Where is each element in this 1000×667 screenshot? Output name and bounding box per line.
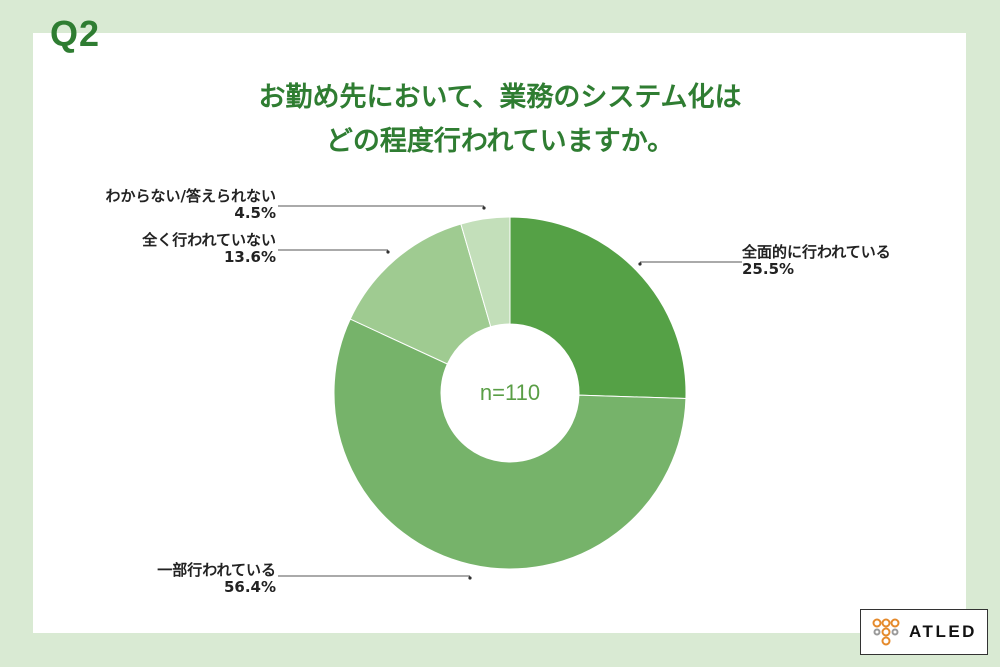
leader-full-dot (638, 262, 642, 266)
label-full-name: 全面的に行われている (742, 243, 891, 261)
leader-none-dot (386, 250, 390, 254)
label-none-value: 13.6% (223, 248, 276, 266)
label-unknown-value: 4.5% (234, 204, 276, 222)
atled-logo: ATLED (860, 609, 988, 655)
label-full: 全面的に行われている 25.5% (742, 244, 891, 278)
label-partial: 一部行われている 56.4% (100, 562, 276, 596)
question-number: Q2 (50, 13, 101, 54)
slice-full (509, 216, 687, 400)
label-none: 全く行われていない 13.6% (60, 232, 276, 266)
label-none-name: 全く行われていない (142, 231, 276, 249)
leader-unknown-dot (482, 206, 486, 210)
atled-logo-icon (872, 618, 900, 646)
sample-size: n=110 (479, 380, 541, 405)
leader-partial-dot (468, 576, 472, 580)
slice-partial (333, 318, 687, 570)
atled-logo-text: ATLED (909, 622, 977, 641)
label-full-value: 25.5% (742, 260, 795, 278)
slice-none (349, 223, 492, 365)
chart-title: お勤め先において、業務のシステム化は どの程度行われていますか。 (0, 76, 1000, 164)
label-partial-value: 56.4% (223, 578, 276, 596)
label-unknown: わからない/答えられない 4.5% (40, 188, 276, 222)
label-unknown-name: わからない/答えられない (105, 187, 276, 205)
title-line-1: お勤め先において、業務のシステム化は (258, 82, 742, 113)
title-line-2: どの程度行われていますか。 (325, 126, 675, 157)
label-partial-name: 一部行われている (157, 561, 276, 579)
slice-unknown (460, 216, 511, 328)
